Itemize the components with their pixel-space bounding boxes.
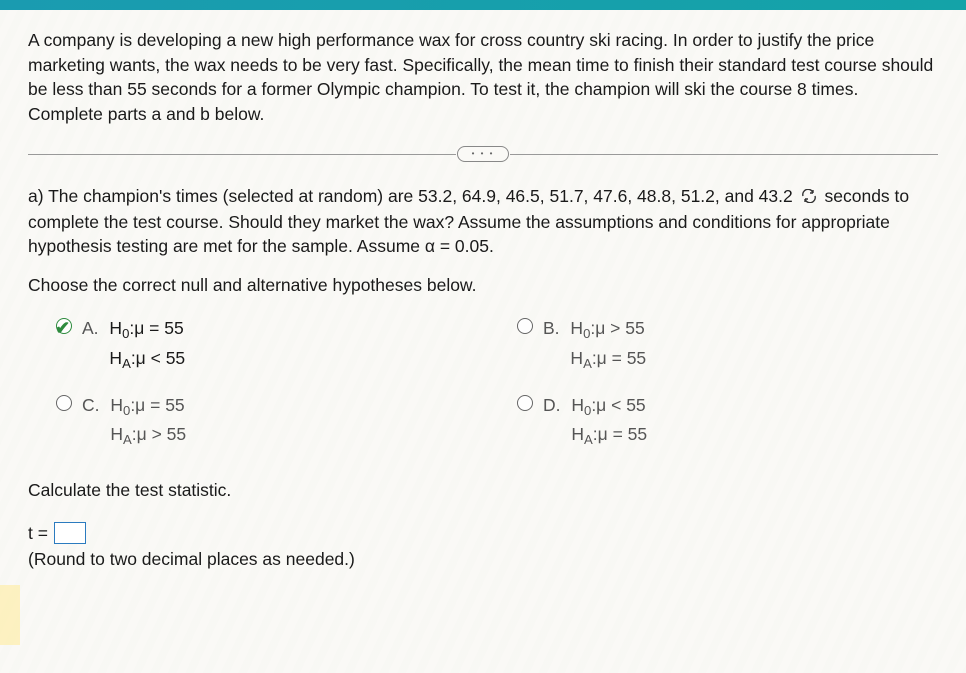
option-b-h0: H0:μ > 55 [570,318,644,338]
expand-button[interactable]: • • • [457,146,510,162]
option-a-h0: H0:μ = 55 [109,318,183,338]
highlight-tab [0,585,20,645]
checkmark-icon: ✔ [55,316,70,341]
option-b[interactable]: B. H0:μ > 55 B. HA:μ = 55 [517,315,938,374]
t-stat-row: t = [28,521,938,546]
radio-b[interactable] [517,318,533,334]
divider-right [510,154,938,155]
option-d-body: D. H0:μ < 55 D. HA:μ = 55 [543,392,647,451]
option-b-body: B. H0:μ > 55 B. HA:μ = 55 [543,315,646,374]
option-a-body: A. H0:μ = 55 A. HA:μ < 55 [82,315,185,374]
option-c[interactable]: C. H0:μ = 55 C. HA:μ > 55 [56,392,477,451]
option-a[interactable]: ✔ A. H0:μ = 55 A. HA:μ < 55 [56,315,477,374]
option-a-letter: A. [82,318,99,338]
question-intro: A company is developing a new high perfo… [28,28,938,126]
round-note: (Round to two decimal places as needed.) [28,547,938,572]
option-c-h0: H0:μ = 55 [110,395,184,415]
radio-c[interactable] [56,395,72,411]
option-d-ha: HA:μ = 55 [571,424,647,444]
calc-prompt: Calculate the test statistic. [28,478,938,503]
option-c-body: C. H0:μ = 55 C. HA:μ > 55 [82,392,186,451]
part-a-pre: a) The champion's times (selected at ran… [28,186,793,206]
radio-d[interactable] [517,395,533,411]
question-panel: A company is developing a new high perfo… [0,10,966,673]
regenerate-icon[interactable] [801,185,817,210]
option-b-letter: B. [543,318,560,338]
option-c-ha: HA:μ > 55 [110,424,186,444]
options-grid: ✔ A. H0:μ = 55 A. HA:μ < 55 B. H0:μ > 55… [56,315,938,450]
option-a-ha: HA:μ < 55 [109,348,185,368]
choose-prompt: Choose the correct null and alternative … [28,273,938,298]
option-c-letter: C. [82,395,100,415]
option-b-ha: HA:μ = 55 [570,348,646,368]
option-d-h0: H0:μ < 55 [571,395,645,415]
option-d-letter: D. [543,395,561,415]
top-accent-bar [0,0,966,10]
divider-left [28,154,456,155]
expand-divider: • • • [28,146,938,162]
option-d[interactable]: D. H0:μ < 55 D. HA:μ = 55 [517,392,938,451]
radio-a[interactable]: ✔ [56,318,72,334]
t-input[interactable] [54,522,86,544]
t-label: t = [28,521,48,546]
part-a-text: a) The champion's times (selected at ran… [28,184,938,259]
